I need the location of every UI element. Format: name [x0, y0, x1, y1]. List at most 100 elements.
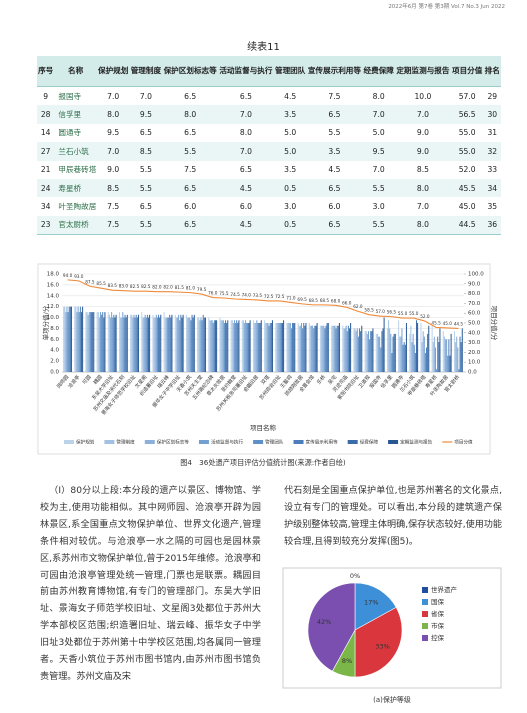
bar [223, 323, 225, 372]
bar [421, 342, 423, 372]
data-label: 81.5 [175, 285, 185, 290]
bar [461, 328, 463, 372]
table-cell: 8.0 [395, 178, 451, 198]
name-cell: 兰石小筑 [54, 142, 97, 161]
table-cell: 45.0 [458, 202, 476, 212]
pie-label: 17% [364, 598, 378, 606]
bar [77, 306, 79, 372]
bar [303, 323, 305, 372]
y2-tick-label: 100.0 [468, 272, 484, 278]
bar [457, 347, 459, 372]
bar [171, 314, 173, 372]
bar [93, 312, 95, 372]
bar [315, 325, 317, 372]
pie-slice [354, 606, 403, 678]
table-cell: 3.5 [284, 165, 297, 175]
bar [135, 314, 137, 372]
bar [300, 323, 302, 372]
data-label: 74.0 [242, 292, 252, 297]
table-cell: 23 [37, 215, 55, 236]
bar [411, 342, 413, 372]
bar [103, 317, 105, 372]
bar [222, 320, 224, 372]
bar [325, 325, 327, 372]
bar [200, 317, 202, 372]
table-cell: 6.0 [239, 202, 252, 212]
table-cell: 9.5 [107, 128, 120, 138]
bar [108, 314, 110, 372]
bar [359, 328, 361, 372]
y-axis-title: 单项分值/分 [41, 305, 50, 340]
data-label: 68.5 [309, 298, 319, 303]
bar [180, 314, 182, 372]
column-header: 保护区划标志等 [162, 56, 219, 87]
bar [270, 323, 272, 372]
bar [442, 331, 444, 372]
table-cell: 7.0 [218, 105, 274, 124]
table-cell: 33 [487, 165, 498, 175]
bar [66, 306, 68, 372]
bar [332, 325, 334, 372]
total-line [67, 279, 459, 329]
bar [361, 325, 363, 372]
table-cell: 14 [40, 128, 51, 138]
bar [136, 317, 138, 372]
data-label: 81.0 [186, 286, 196, 291]
data-label: 56.5 [387, 310, 397, 315]
table-caption: 续表11 [247, 42, 280, 53]
bar [204, 317, 206, 372]
bar [405, 323, 407, 372]
bar [133, 314, 135, 372]
bar [433, 336, 435, 372]
bar [278, 323, 280, 372]
bar [231, 320, 233, 372]
legend-label: 保护规划 [76, 439, 95, 446]
chart-frame [37, 263, 491, 455]
pie-frame [282, 567, 502, 689]
bar [292, 323, 294, 372]
bar [288, 323, 290, 372]
bar [158, 314, 160, 372]
data-label: 62.0 [353, 304, 363, 309]
bar [99, 312, 101, 372]
legend-swatch [104, 440, 115, 444]
table-cell: 27 [37, 142, 55, 161]
bar [86, 312, 88, 372]
table-cell: 6.5 [184, 91, 197, 101]
bar [75, 306, 77, 372]
data-label: 83.5 [108, 283, 118, 288]
x-tick-label: 沧浪亭 [66, 374, 81, 390]
bar [147, 317, 149, 372]
y-tick-label: 0.0 [50, 370, 59, 376]
bar [379, 336, 381, 372]
legend-swatch [422, 635, 428, 641]
data-label: 69.5 [297, 297, 307, 302]
bar [232, 323, 234, 372]
table-cell: 34 [40, 202, 51, 212]
column-header: 名称 [54, 56, 97, 87]
table-cell: 30 [483, 105, 501, 124]
bar [65, 312, 67, 372]
column-header: 保护规划 [96, 56, 130, 87]
bar [134, 317, 136, 372]
table-cell: 6.5 [306, 215, 363, 236]
bar [114, 317, 116, 372]
bar [357, 336, 359, 372]
y-tick-label: 4.0 [50, 348, 59, 354]
bar [259, 323, 261, 372]
bar [375, 333, 377, 372]
table-row: 24 寿星桥 8.5 5.5 6.5 4.5 0.5 6.5 5.5 8.0 45.5 34 [37, 178, 501, 198]
pie-slice [307, 582, 356, 672]
bar [321, 325, 323, 372]
bar [165, 317, 167, 372]
table-cell: 5.5 [362, 215, 396, 236]
bar [378, 336, 380, 372]
bar [202, 314, 204, 372]
bar [394, 333, 396, 372]
bar [163, 312, 165, 372]
bar [279, 323, 281, 372]
bar [260, 320, 262, 372]
bar [364, 331, 366, 372]
table-cell: 0.5 [273, 215, 307, 236]
